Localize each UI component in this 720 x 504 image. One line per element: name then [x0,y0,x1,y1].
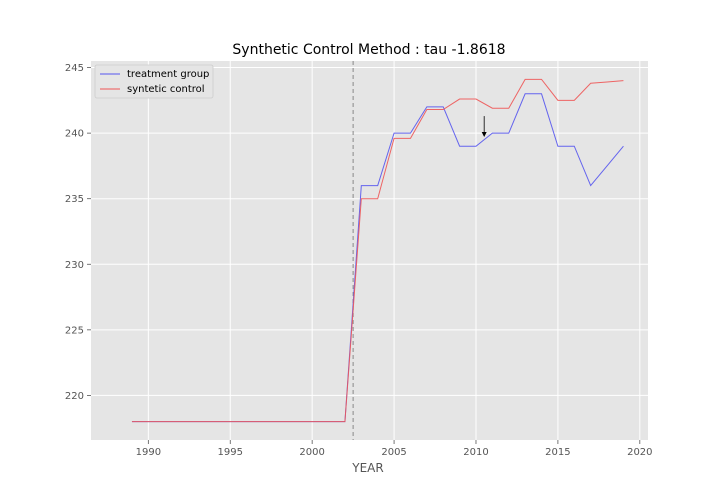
series-layer [131,78,624,423]
annotation-arrow [481,116,487,138]
x-tick-label: 1995 [218,447,243,458]
synthetic-control-line [131,78,624,423]
x-ticks: 1990 1995 2000 2005 2010 2015 2020 [136,440,653,458]
chart-title: Synthetic Control Method : tau -1.8618 [232,42,505,58]
x-tick-label: 2005 [381,447,406,458]
plot-background [91,61,648,440]
y-tick-label: 220 [65,391,84,402]
y-tick-label: 235 [65,194,84,205]
x-tick-label: 2010 [463,447,488,458]
y-tick-label: 230 [65,260,84,271]
y-ticks: 220 225 230 235 240 245 [65,63,91,402]
grid [91,61,648,440]
x-tick-label: 2000 [299,447,324,458]
legend-label-synthetic: syntetic control [127,84,205,95]
x-tick-label: 1990 [136,447,161,458]
legend: treatment group syntetic control [94,64,214,99]
x-axis-label: YEAR [351,461,383,475]
legend-label-treatment: treatment group [127,69,209,80]
x-tick-label: 2020 [627,447,652,458]
x-tick-label: 2015 [545,447,570,458]
y-tick-label: 225 [65,325,84,336]
legend-box [94,64,214,99]
y-tick-label: 245 [65,63,84,74]
y-tick-label: 240 [65,129,84,140]
annotation-arrow-head [481,132,487,138]
